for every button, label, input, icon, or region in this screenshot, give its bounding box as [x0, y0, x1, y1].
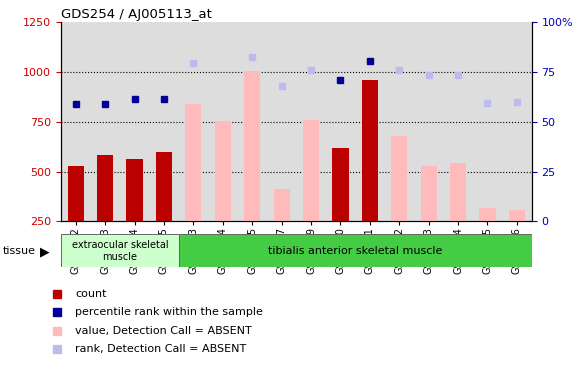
Bar [156, 152, 172, 221]
Bar [97, 154, 113, 221]
Bar [414, 22, 443, 221]
Text: tissue: tissue [3, 246, 36, 256]
Text: tibialis anterior skeletal muscle: tibialis anterior skeletal muscle [268, 246, 442, 256]
Bar [91, 22, 120, 221]
Text: count: count [76, 289, 107, 299]
Bar [450, 163, 466, 221]
Text: extraocular skeletal
muscle: extraocular skeletal muscle [71, 240, 168, 262]
Bar [326, 22, 355, 221]
Bar [127, 158, 142, 221]
Bar [303, 120, 319, 221]
Text: percentile rank within the sample: percentile rank within the sample [76, 307, 263, 317]
Bar [61, 22, 91, 221]
Bar [296, 22, 326, 221]
Text: rank, Detection Call = ABSENT: rank, Detection Call = ABSENT [76, 344, 246, 354]
Bar [179, 234, 532, 267]
Bar [185, 104, 202, 221]
Bar [479, 209, 496, 221]
Bar [61, 234, 179, 267]
Bar [355, 22, 385, 221]
Bar [421, 165, 437, 221]
Bar [443, 22, 473, 221]
Bar [67, 165, 84, 221]
Bar [509, 210, 525, 221]
Bar [238, 22, 267, 221]
Bar [385, 22, 414, 221]
Text: value, Detection Call = ABSENT: value, Detection Call = ABSENT [76, 326, 252, 336]
Text: ▶: ▶ [40, 245, 49, 258]
Bar [332, 147, 349, 221]
Bar [179, 22, 208, 221]
Bar [208, 22, 238, 221]
Bar [274, 188, 290, 221]
Bar [215, 121, 231, 221]
Bar [391, 136, 407, 221]
Bar [473, 22, 502, 221]
Bar [502, 22, 532, 221]
Bar [120, 22, 149, 221]
Bar [267, 22, 296, 221]
Text: GDS254 / AJ005113_at: GDS254 / AJ005113_at [61, 8, 212, 21]
Bar [149, 22, 179, 221]
Bar [362, 80, 378, 221]
Bar [244, 71, 260, 221]
